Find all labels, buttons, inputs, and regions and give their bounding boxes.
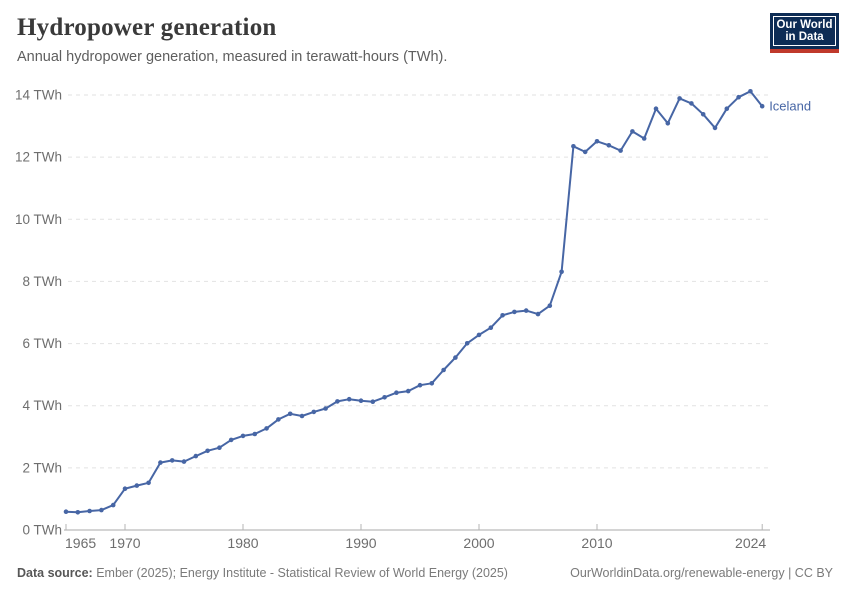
- y-axis-label: 8 TWh: [22, 274, 62, 289]
- x-axis-label: 1980: [227, 535, 258, 551]
- data-point[interactable]: [252, 431, 258, 437]
- data-point[interactable]: [146, 480, 151, 486]
- x-axis-label: 2000: [463, 535, 494, 551]
- data-point[interactable]: [582, 149, 588, 155]
- owid-logo-frame: Our World in Data: [773, 16, 836, 46]
- x-axis-label: 1965: [65, 535, 96, 551]
- page-title: Hydropower generation: [17, 14, 277, 41]
- data-point[interactable]: [205, 448, 210, 454]
- footer-source: Data source: Ember (2025); Energy Instit…: [17, 566, 508, 580]
- data-point[interactable]: [736, 94, 741, 100]
- data-point[interactable]: [358, 398, 364, 404]
- data-line[interactable]: [65, 90, 764, 514]
- data-point[interactable]: [63, 509, 69, 514]
- data-point[interactable]: [228, 437, 234, 443]
- series-end-label[interactable]: Iceland: [769, 99, 811, 114]
- data-point[interactable]: [476, 332, 482, 338]
- y-axis-label: 0 TWh: [22, 523, 62, 538]
- x-axis-label: 2010: [581, 535, 612, 551]
- data-point[interactable]: [488, 325, 494, 330]
- data-point[interactable]: [712, 125, 718, 131]
- data-point[interactable]: [382, 395, 387, 400]
- x-axis-label: 1970: [109, 535, 140, 551]
- page-subtitle: Annual hydropower generation, measured i…: [17, 49, 448, 65]
- data-point[interactable]: [618, 148, 623, 153]
- data-point[interactable]: [700, 112, 706, 117]
- data-point[interactable]: [299, 413, 305, 419]
- x-axis-label: 1990: [345, 535, 376, 551]
- data-point[interactable]: [394, 390, 399, 396]
- data-point[interactable]: [594, 139, 600, 144]
- y-axis-label: 14 TWh: [15, 88, 62, 103]
- line-chart[interactable]: 0 TWh 2 TWh 4 TWh 6 TWh 8 TWh 10 TWh 12 TWh 14 …: [0, 85, 850, 555]
- data-point[interactable]: [653, 106, 659, 111]
- y-axis-label: 6 TWh: [22, 336, 62, 351]
- data-point[interactable]: [724, 106, 730, 111]
- data-point[interactable]: [335, 399, 340, 404]
- data-point[interactable]: [441, 367, 446, 373]
- data-point[interactable]: [689, 101, 694, 106]
- data-point[interactable]: [665, 121, 671, 126]
- data-point[interactable]: [110, 502, 116, 508]
- footer-license-link[interactable]: OurWorldinData.org/renewable-energy | CC…: [570, 566, 833, 580]
- data-point[interactable]: [134, 483, 140, 488]
- data-point[interactable]: [370, 399, 376, 405]
- data-point[interactable]: [547, 303, 553, 308]
- owid-logo[interactable]: Our World in Data: [770, 13, 839, 53]
- data-point[interactable]: [287, 411, 293, 417]
- data-point[interactable]: [523, 308, 529, 313]
- data-point[interactable]: [500, 313, 505, 318]
- data-point[interactable]: [346, 396, 352, 402]
- data-point[interactable]: [630, 129, 635, 134]
- y-axis-label: 10 TWh: [15, 212, 62, 227]
- data-point[interactable]: [217, 445, 222, 451]
- footer-source-label: Data source:: [17, 566, 93, 580]
- data-point[interactable]: [677, 96, 682, 101]
- data-point[interactable]: [453, 355, 458, 360]
- data-point[interactable]: [571, 144, 576, 149]
- data-point[interactable]: [75, 510, 81, 515]
- data-point[interactable]: [158, 460, 163, 465]
- data-point[interactable]: [512, 309, 517, 315]
- data-point[interactable]: [193, 453, 199, 459]
- data-point[interactable]: [276, 417, 281, 422]
- data-point[interactable]: [759, 103, 765, 109]
- y-axis-label: 12 TWh: [15, 150, 62, 165]
- data-point[interactable]: [641, 136, 647, 141]
- data-point[interactable]: [429, 381, 435, 386]
- data-point[interactable]: [122, 486, 128, 492]
- data-point[interactable]: [181, 459, 187, 464]
- data-point[interactable]: [748, 89, 753, 94]
- y-axis-label: 4 TWh: [22, 398, 62, 413]
- x-axis-label: 2024: [735, 535, 766, 551]
- data-point[interactable]: [87, 508, 92, 514]
- footer-source-text: Ember (2025); Energy Institute - Statist…: [92, 566, 508, 580]
- owid-logo-line2: in Data: [785, 31, 824, 43]
- data-point[interactable]: [323, 406, 328, 411]
- chart-footer: Data source: Ember (2025); Energy Instit…: [17, 566, 833, 580]
- owid-logo-line1: Our World: [776, 18, 833, 31]
- data-point[interactable]: [169, 458, 175, 463]
- data-point[interactable]: [535, 311, 541, 317]
- data-point[interactable]: [606, 143, 612, 148]
- data-point[interactable]: [99, 507, 104, 513]
- line-chart-svg[interactable]: 0 TWh 2 TWh 4 TWh 6 TWh 8 TWh 10 TWh 12 TWh 14 …: [0, 85, 850, 555]
- data-point[interactable]: [417, 382, 423, 388]
- data-point[interactable]: [264, 426, 269, 431]
- data-point[interactable]: [559, 269, 564, 275]
- y-axis-label: 2 TWh: [22, 460, 62, 475]
- data-point[interactable]: [405, 388, 411, 394]
- data-point[interactable]: [240, 433, 246, 439]
- data-point[interactable]: [311, 409, 317, 415]
- data-point[interactable]: [464, 341, 470, 346]
